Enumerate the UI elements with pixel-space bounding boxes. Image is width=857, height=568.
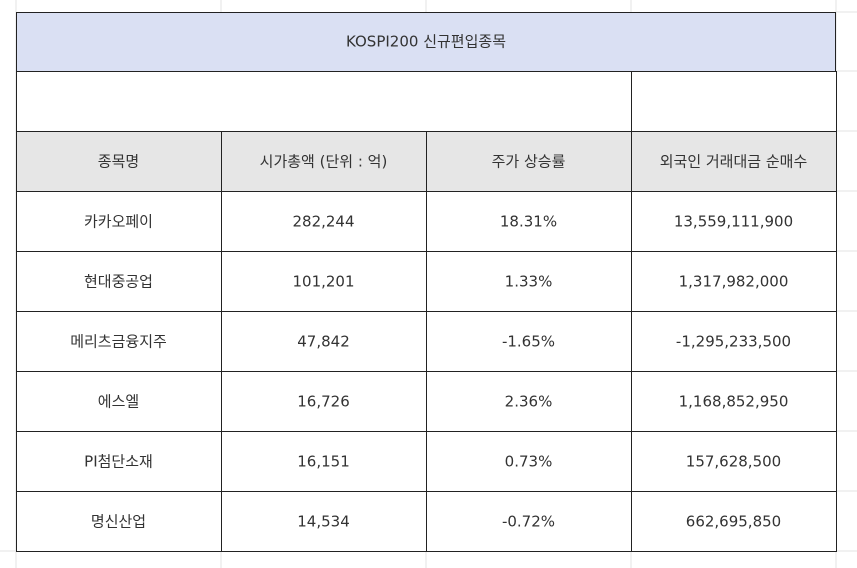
cell-text: 18.31% — [500, 213, 557, 231]
cell-text: 에스엘 — [98, 393, 139, 411]
header-text: 시가총액 (단위 : 억) — [260, 153, 388, 171]
cell-text: 1,317,982,000 — [679, 273, 789, 291]
data-cell — [16, 251, 222, 312]
data-cell — [221, 311, 427, 372]
header-cell — [426, 131, 632, 192]
cell-text: 1.33% — [505, 273, 553, 291]
cell-text: 0.73% — [505, 453, 553, 471]
cell-text: -1,295,233,500 — [676, 333, 791, 351]
cell-text: 662,695,850 — [686, 513, 781, 531]
data-cell — [16, 191, 222, 252]
data-cell — [631, 491, 837, 552]
header-text: 외국인 거래대금 순매수 — [660, 153, 808, 171]
empty-cell — [16, 71, 632, 132]
data-cell — [631, 191, 837, 252]
cell-text: 2.36% — [505, 393, 553, 411]
header-text: 종목명 — [98, 153, 139, 171]
data-cell — [631, 311, 837, 372]
data-cell — [426, 491, 632, 552]
cell-text: 14,534 — [297, 513, 350, 531]
cell-text: PI첨단소재 — [84, 453, 153, 471]
cell-text: 메리츠금융지주 — [70, 333, 167, 351]
data-cell — [221, 491, 427, 552]
data-cell — [221, 251, 427, 312]
title-cell — [16, 12, 836, 72]
data-cell — [426, 371, 632, 432]
cell-text: 13,559,111,900 — [674, 213, 793, 231]
cell-text: 101,201 — [292, 273, 354, 291]
data-cell — [631, 251, 837, 312]
cell-text: 282,244 — [292, 213, 354, 231]
data-cell — [221, 431, 427, 492]
cell-text: 157,628,500 — [686, 453, 781, 471]
cell-text: 카카오페이 — [84, 213, 153, 231]
cell-text: 16,726 — [297, 393, 350, 411]
data-cell — [426, 431, 632, 492]
table-title: KOSPI200 신규편입종목 — [346, 33, 506, 51]
data-cell — [426, 251, 632, 312]
empty-cell — [631, 71, 837, 132]
cell-text: -0.72% — [502, 513, 555, 531]
data-cell — [631, 371, 837, 432]
cell-text: -1.65% — [502, 333, 555, 351]
cell-text: 1,168,852,950 — [679, 393, 789, 411]
cell-text: 명신산업 — [91, 513, 146, 531]
cell-text: 16,151 — [297, 453, 350, 471]
data-cell — [426, 191, 632, 252]
header-text: 주가 상승률 — [492, 153, 566, 171]
header-cell — [221, 131, 427, 192]
cell-text: 47,842 — [297, 333, 350, 351]
data-cell — [221, 371, 427, 432]
cell-text: 현대중공업 — [84, 273, 153, 291]
data-cell — [16, 371, 222, 432]
data-cell — [16, 311, 222, 372]
data-cell — [221, 191, 427, 252]
